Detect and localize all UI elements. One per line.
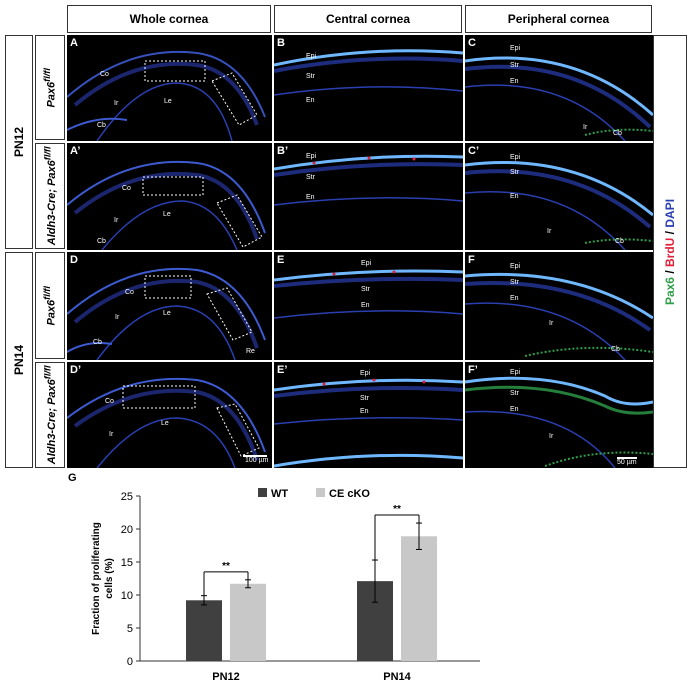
- header-central-cornea: Central cornea: [274, 5, 462, 33]
- x-tick-label: PN14: [383, 671, 411, 683]
- legend-swatch-1: [316, 488, 325, 497]
- y-tick-label: 25: [121, 491, 133, 503]
- panel-label: D: [70, 254, 78, 266]
- y-axis-label: Fraction of proliferating: [91, 522, 102, 635]
- panel-label: D’: [70, 364, 81, 376]
- genotype-label-ctrl-pn12: Pax6fl/fl: [35, 35, 65, 140]
- legend-swatch-0: [258, 488, 267, 497]
- panel-label: C: [468, 37, 476, 49]
- panel-C-peripheral-cornea: C Epi Str En Ir Cb: [465, 35, 653, 141]
- panel-A2-whole-cornea: A’ Co Le Ir Cb: [67, 143, 272, 250]
- y-tick-label: 10: [121, 590, 133, 602]
- legend-pax6: Pax6: [663, 276, 677, 305]
- genotype-label-cko-pn14: Aldh3-Cre; Pax6fl/fl: [35, 362, 65, 468]
- panel-F-peripheral-cornea: F Epi Str En Ir Cb: [465, 252, 653, 360]
- panel-label: C’: [468, 145, 479, 157]
- panel-B2-central-cornea: B’ Epi Str En: [274, 143, 463, 250]
- panel-E2-central-cornea: E’ Epi Str En: [274, 362, 463, 468]
- panel-D2-whole-cornea: D’ Co Le Ir 100 µm: [67, 362, 272, 468]
- panel-label: F’: [468, 364, 478, 376]
- bar-ce-cko-pn12: [230, 583, 266, 661]
- panel-A-whole-cornea: A Co Le Ir Cb: [67, 35, 272, 141]
- significance-label: **: [393, 504, 401, 515]
- legend-label-1: CE cKO: [329, 488, 370, 500]
- y-tick-label: 20: [121, 524, 133, 536]
- legend-brdu: BrdU: [663, 237, 677, 267]
- proliferation-bar-chart: 0 5 10 15 20 25 Fraction of proliferating cells…: [91, 488, 480, 683]
- panel-label: F: [468, 254, 475, 266]
- x-tick-label: PN12: [212, 671, 240, 683]
- bar-ce-cko-pn14: [401, 536, 437, 661]
- stain-legend: Pax6 / BrdU / DAPI: [653, 35, 687, 468]
- significance-label: **: [222, 561, 230, 572]
- panel-label: E’: [277, 364, 288, 376]
- legend-label-0: WT: [271, 488, 288, 500]
- header-peripheral-cornea: Peripheral cornea: [465, 5, 652, 33]
- y-tick-label: 0: [127, 656, 133, 668]
- y-axis-label: cells (%): [104, 558, 115, 599]
- header-whole-cornea: Whole cornea: [67, 5, 271, 33]
- panel-label: E: [277, 254, 285, 266]
- y-tick-label: 15: [121, 557, 133, 569]
- panel-F2-peripheral-cornea: F’ Epi Str En Ir 50 µm: [465, 362, 653, 468]
- panel-label: A: [70, 37, 78, 49]
- panel-label: B: [277, 37, 285, 49]
- panel-label: A’: [70, 145, 81, 157]
- y-tick-label: 5: [127, 623, 133, 635]
- age-label-pn12: PN12: [5, 35, 33, 249]
- age-label-pn14: PN14: [5, 252, 33, 468]
- legend-dapi: DAPI: [663, 198, 677, 228]
- genotype-label-ctrl-pn14: Pax6fl/fl: [35, 252, 65, 359]
- panel-D-whole-cornea: D Co Le Ir Cb Re: [67, 252, 272, 360]
- genotype-label-cko-pn12: Aldh3-Cre; Pax6fl/fl: [35, 143, 65, 249]
- panel-C2-peripheral-cornea: C’ Epi Str En Ir Cb: [465, 143, 653, 250]
- bar-wt-pn12: [186, 600, 222, 661]
- panel-E-central-cornea: E Epi Str En: [274, 252, 463, 360]
- panel-B-central-cornea: B Epi Str En: [274, 35, 463, 141]
- chart-panel-label: G: [68, 472, 77, 484]
- scalebar-whole: 100 µm: [245, 457, 269, 464]
- panel-label: B’: [277, 145, 288, 157]
- scalebar-periph: 50 µm: [617, 459, 637, 466]
